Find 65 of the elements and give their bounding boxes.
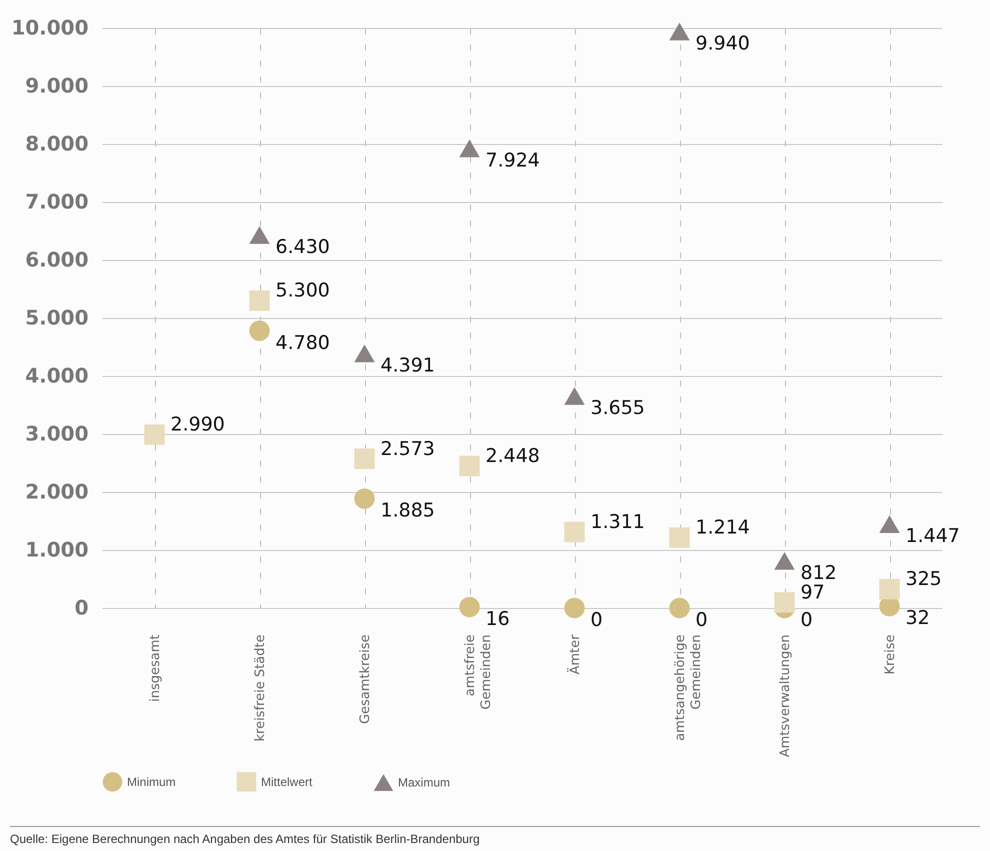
point bbox=[249, 290, 270, 311]
data-label: 1.311 bbox=[590, 510, 645, 533]
x-tick-label: Amtsverwaltungen bbox=[778, 634, 793, 758]
data-label: 16 bbox=[486, 608, 510, 630]
point bbox=[459, 140, 480, 158]
point bbox=[144, 424, 165, 445]
legend-label: Maximum bbox=[398, 776, 450, 790]
data-label: 0 bbox=[590, 609, 603, 631]
data-label: 6.430 bbox=[276, 236, 330, 258]
data-label: 7.924 bbox=[486, 149, 540, 172]
x-tick-label: insgesamt bbox=[148, 634, 163, 702]
data-label: 0 bbox=[696, 609, 708, 631]
point bbox=[354, 488, 375, 509]
x-tick-label: amtsfreie Gemeinden bbox=[463, 634, 494, 710]
point bbox=[879, 515, 900, 533]
y-tick-label: 10.000 bbox=[11, 16, 88, 40]
point bbox=[459, 456, 480, 476]
point bbox=[774, 552, 795, 570]
x-tick-label: amtsangehörige Gemeinden bbox=[673, 634, 704, 741]
y-tick-label: 0 bbox=[74, 596, 88, 620]
point bbox=[669, 527, 690, 548]
y-tick-label: 6.000 bbox=[25, 248, 88, 272]
point bbox=[669, 22, 690, 40]
data-label: 1.447 bbox=[906, 525, 960, 548]
data-label: 2.448 bbox=[486, 445, 540, 468]
point bbox=[459, 596, 480, 618]
point bbox=[564, 387, 585, 405]
y-tick-label: 2.000 bbox=[25, 480, 88, 504]
data-label: 1.885 bbox=[380, 500, 435, 522]
x-tick-label: Kreise bbox=[883, 634, 898, 674]
data-label: 4.780 bbox=[276, 332, 330, 354]
y-tick-label: 3.000 bbox=[25, 422, 88, 446]
x-tick-label: kreisfreie Städte bbox=[253, 634, 268, 742]
point bbox=[249, 320, 270, 341]
point bbox=[249, 226, 270, 244]
data-label: 325 bbox=[906, 568, 942, 590]
point bbox=[669, 598, 690, 618]
source-note: Quelle: Eigene Berechnungen nach Angaben des Amtes für Statistik Berlin-Brandenburg bbox=[10, 826, 980, 846]
point bbox=[354, 344, 375, 362]
y-tick-label: 1.000 bbox=[25, 538, 88, 562]
data-label: 3.655 bbox=[590, 397, 645, 420]
point bbox=[879, 578, 900, 600]
y-tick-label: 8.000 bbox=[25, 132, 88, 156]
data-label: 5.300 bbox=[276, 280, 330, 302]
point bbox=[564, 598, 585, 618]
y-tick-label: 4.000 bbox=[25, 364, 88, 388]
data-label: 4.391 bbox=[380, 354, 435, 376]
data-label: 812 bbox=[800, 562, 837, 584]
data-label: 2.990 bbox=[170, 414, 225, 436]
data-label: 32 bbox=[906, 607, 930, 630]
point bbox=[354, 448, 375, 470]
legend-label: Minimum bbox=[127, 774, 176, 789]
point bbox=[774, 592, 795, 613]
data-label: 2.573 bbox=[380, 438, 435, 460]
data-label: 0 bbox=[800, 609, 813, 631]
legend-label: Mittelwert bbox=[261, 774, 314, 789]
y-tick-label: 7.000 bbox=[25, 190, 88, 214]
data-label: 97 bbox=[800, 581, 825, 604]
data-label: 1.214 bbox=[696, 516, 750, 539]
x-tick-label: Ämter bbox=[567, 634, 583, 674]
data-label: 9.940 bbox=[696, 32, 750, 54]
x-tick-label: Gesamtkreise bbox=[358, 634, 373, 724]
point bbox=[564, 522, 585, 542]
y-tick-label: 5.000 bbox=[25, 306, 88, 330]
y-tick-label: 9.000 bbox=[25, 74, 88, 98]
